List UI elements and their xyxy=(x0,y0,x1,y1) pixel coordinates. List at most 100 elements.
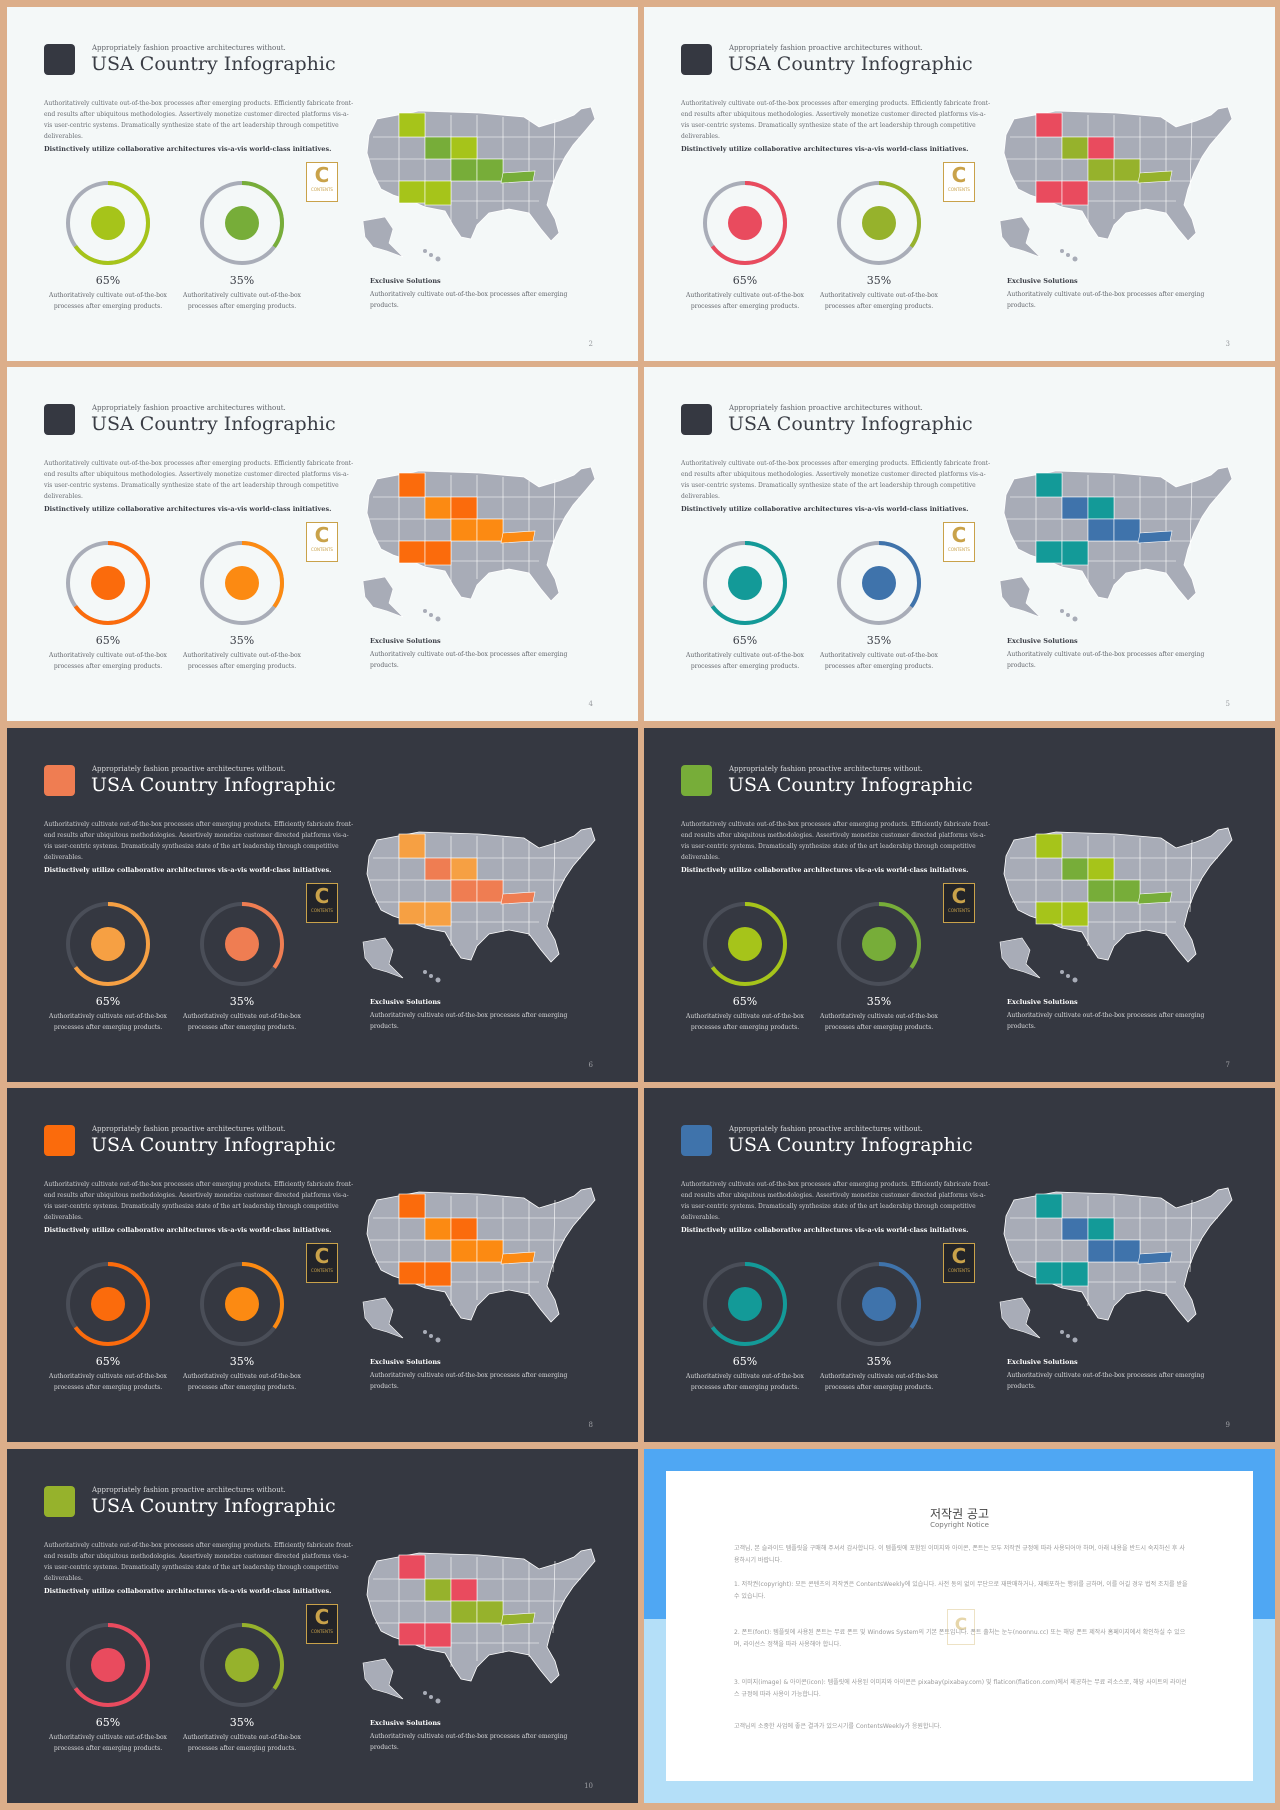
slide-description: Authoritatively cultivate out-of-the-box… xyxy=(44,1181,354,1221)
logo-letter: C xyxy=(951,1244,967,1268)
logo-letter: C xyxy=(314,884,330,908)
copyright-outro: 고객님의 소중한 사업에 좋은 결과가 있으시기를 ContentsWeekly… xyxy=(734,1723,942,1730)
ring-text-1: Authoritatively cultivate out-of-the-box… xyxy=(49,1373,167,1391)
ring-text-1: Authoritatively cultivate out-of-the-box… xyxy=(49,1734,167,1752)
ring-text-1: Authoritatively cultivate out-of-the-box… xyxy=(686,652,804,670)
usa-map xyxy=(362,827,596,983)
ring-chart-2 xyxy=(200,1262,284,1346)
ring-chart-2 xyxy=(200,541,284,625)
page-number: 7 xyxy=(1225,1061,1230,1069)
ring-text-2: Authoritatively cultivate out-of-the-box… xyxy=(183,292,301,310)
ring-chart-2 xyxy=(837,541,921,625)
percent-label-2: 35% xyxy=(229,1716,255,1729)
slide-description: Authoritatively cultivate out-of-the-box… xyxy=(44,460,354,500)
usa-map xyxy=(362,1548,596,1704)
ring-chart-2 xyxy=(200,902,284,986)
page-number: 8 xyxy=(588,1421,593,1429)
slide-subtitle: Appropriately fashion proactive architec… xyxy=(92,765,286,773)
logo-word: CONTENTS xyxy=(311,908,333,913)
ring-chart-2 xyxy=(200,1623,284,1707)
slide-title: USA Country Infographic xyxy=(728,413,973,435)
copyright-logo-letter: C xyxy=(954,1615,968,1635)
slide-4[interactable]: Appropriately fashion proactive architec… xyxy=(7,367,638,721)
slide-subtitle: Appropriately fashion proactive architec… xyxy=(729,765,923,773)
slide-subtitle: Appropriately fashion proactive architec… xyxy=(729,404,923,412)
copyright-card: 저작권 공고 Copyright Notice 고객님, 본 슬라이드 템플릿을… xyxy=(666,1471,1253,1781)
slide-subtitle: Appropriately fashion proactive architec… xyxy=(729,44,923,52)
ring-text-1: Authoritatively cultivate out-of-the-box… xyxy=(49,652,167,670)
slide-8[interactable]: Appropriately fashion proactive architec… xyxy=(7,1088,638,1442)
ring-text-2: Authoritatively cultivate out-of-the-box… xyxy=(183,1373,301,1391)
ring-text-2: Authoritatively cultivate out-of-the-box… xyxy=(820,652,938,670)
copyright-logo: C xyxy=(947,1609,975,1645)
exclusive-text: Authoritatively cultivate out-of-the-box… xyxy=(1007,651,1205,669)
ring-text-2: Authoritatively cultivate out-of-the-box… xyxy=(183,1013,301,1031)
percent-label-2: 35% xyxy=(229,995,255,1008)
slide-subtitle: Appropriately fashion proactive architec… xyxy=(92,44,286,52)
ring-chart-1 xyxy=(66,541,150,625)
page-number: 3 xyxy=(1225,340,1230,348)
slide-6[interactable]: Appropriately fashion proactive architec… xyxy=(7,728,638,1082)
exclusive-text: Authoritatively cultivate out-of-the-box… xyxy=(370,651,568,669)
exclusive-title: Exclusive Solutions xyxy=(370,998,441,1006)
contents-logo: C CONTENTS xyxy=(306,162,338,202)
copyright-slide[interactable]: 저작권 공고 Copyright Notice 고객님, 본 슬라이드 템플릿을… xyxy=(644,1449,1275,1803)
exclusive-title: Exclusive Solutions xyxy=(1007,277,1078,285)
slide-title: USA Country Infographic xyxy=(91,774,336,796)
slide-bold-line: Distinctively utilize collaborative arch… xyxy=(44,1587,332,1595)
contents-logo: C CONTENTS xyxy=(306,522,338,562)
ring-chart-1 xyxy=(66,1262,150,1346)
slide-9[interactable]: Appropriately fashion proactive architec… xyxy=(644,1088,1275,1442)
exclusive-text: Authoritatively cultivate out-of-the-box… xyxy=(370,291,568,309)
page-number: 9 xyxy=(1225,1421,1230,1429)
ring-chart-1 xyxy=(66,902,150,986)
contents-logo: C CONTENTS xyxy=(306,883,338,923)
slide-2[interactable]: Appropriately fashion proactive architec… xyxy=(7,7,638,361)
slide-description: Authoritatively cultivate out-of-the-box… xyxy=(681,1181,991,1221)
logo-word: CONTENTS xyxy=(948,1268,970,1273)
ring-chart-1 xyxy=(703,1262,787,1346)
slide-description: Authoritatively cultivate out-of-the-box… xyxy=(681,460,991,500)
page-number: 2 xyxy=(588,340,593,348)
percent-label-1: 65% xyxy=(732,995,758,1008)
accent-square xyxy=(44,765,75,796)
slide-3[interactable]: Appropriately fashion proactive architec… xyxy=(644,7,1275,361)
percent-label-2: 35% xyxy=(866,995,892,1008)
slide-bold-line: Distinctively utilize collaborative arch… xyxy=(44,145,332,153)
slide-5[interactable]: Appropriately fashion proactive architec… xyxy=(644,367,1275,721)
logo-word: CONTENTS xyxy=(311,547,333,552)
percent-label-2: 35% xyxy=(229,274,255,287)
percent-label-2: 35% xyxy=(866,1355,892,1368)
logo-letter: C xyxy=(314,1244,330,1268)
page-number: 4 xyxy=(588,700,593,708)
ring-text-2: Authoritatively cultivate out-of-the-box… xyxy=(820,1373,938,1391)
logo-letter: C xyxy=(314,163,330,187)
exclusive-title: Exclusive Solutions xyxy=(370,637,441,645)
slide-subtitle: Appropriately fashion proactive architec… xyxy=(92,1486,286,1494)
accent-square xyxy=(44,1486,75,1517)
slide-title: USA Country Infographic xyxy=(91,53,336,75)
percent-label-1: 65% xyxy=(95,634,121,647)
exclusive-title: Exclusive Solutions xyxy=(1007,637,1078,645)
slide-description: Authoritatively cultivate out-of-the-box… xyxy=(681,100,991,140)
usa-map xyxy=(362,466,596,622)
exclusive-text: Authoritatively cultivate out-of-the-box… xyxy=(1007,291,1205,309)
accent-square xyxy=(44,404,75,435)
slide-7[interactable]: Appropriately fashion proactive architec… xyxy=(644,728,1275,1082)
slide-bold-line: Distinctively utilize collaborative arch… xyxy=(681,1226,969,1234)
percent-label-1: 65% xyxy=(95,1355,121,1368)
copyright-subtitle: Copyright Notice xyxy=(930,1521,989,1529)
slide-10[interactable]: Appropriately fashion proactive architec… xyxy=(7,1449,638,1803)
page-number: 6 xyxy=(588,1061,593,1069)
percent-label-2: 35% xyxy=(229,1355,255,1368)
page-number: 5 xyxy=(1225,700,1230,708)
logo-letter: C xyxy=(314,523,330,547)
logo-word: CONTENTS xyxy=(311,187,333,192)
page-number: 10 xyxy=(584,1782,593,1790)
ring-chart-1 xyxy=(703,902,787,986)
slide-bold-line: Distinctively utilize collaborative arch… xyxy=(44,505,332,513)
slide-subtitle: Appropriately fashion proactive architec… xyxy=(729,1125,923,1133)
ring-chart-2 xyxy=(200,181,284,265)
ring-chart-2 xyxy=(837,1262,921,1346)
accent-square xyxy=(681,1125,712,1156)
